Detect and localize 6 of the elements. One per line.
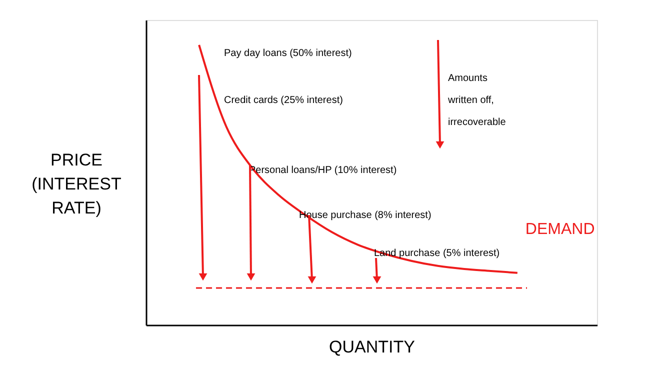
annotation: Amounts written off, irrecoverable <box>447 73 506 128</box>
x-axis-title: QUANTITY <box>329 338 415 356</box>
y-axis-title: PRICE (INTEREST RATE) <box>32 150 122 218</box>
annotation: Pay day loans (50% interest) <box>224 48 352 59</box>
annotation: Credit cards (25% interest) <box>224 95 343 106</box>
text: DEMAND <box>525 220 595 238</box>
